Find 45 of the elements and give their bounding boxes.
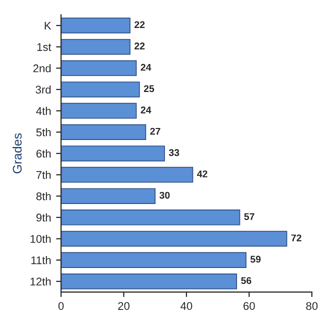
bar <box>61 102 137 119</box>
y-tick-label: 10th <box>30 234 51 243</box>
bar <box>61 18 130 34</box>
y-tick-label: 1st <box>37 43 52 51</box>
bar <box>61 210 240 226</box>
y-tick-label: 8th <box>36 192 51 200</box>
y-tick-label: 6th <box>36 149 51 158</box>
data-label: 72 <box>291 234 302 242</box>
y-tick-label: 2nd <box>33 64 51 72</box>
data-label: 25 <box>144 85 154 92</box>
data-label: 59 <box>250 256 261 263</box>
bar <box>61 252 246 268</box>
data-label: 33 <box>168 149 180 156</box>
data-label: 22 <box>134 42 145 50</box>
data-label: 22 <box>134 21 145 28</box>
data-label: 56 <box>241 277 252 284</box>
data-label: 57 <box>244 213 254 220</box>
data-label: 27 <box>150 128 160 135</box>
bar <box>61 166 194 183</box>
bar <box>61 188 156 204</box>
bar <box>61 82 140 98</box>
y-tick-label: K <box>44 22 52 30</box>
data-label: 42 <box>197 170 208 178</box>
bar <box>61 230 288 247</box>
x-tick-label: 60 <box>244 302 255 310</box>
y-tick-label: 11th <box>31 256 51 264</box>
x-tick-label: 20 <box>118 302 130 310</box>
data-label: 30 <box>159 192 170 199</box>
bar <box>61 124 146 140</box>
data-label: 24 <box>140 64 152 71</box>
bar <box>61 60 137 76</box>
y-tick-label: 3rd <box>36 85 51 94</box>
data-label: 24 <box>140 106 152 114</box>
y-tick-label: 5th <box>36 128 51 136</box>
y-tick-label: 12th <box>30 277 51 286</box>
y-tick-label: 9th <box>36 213 51 222</box>
x-tick-label: 40 <box>180 302 192 310</box>
bar <box>61 38 130 55</box>
x-tick-label: 0 <box>58 302 64 310</box>
y-tick-label: 4th <box>36 106 51 115</box>
y-tick-label: 7th <box>36 170 51 179</box>
bar <box>61 274 238 290</box>
x-tick-label: 80 <box>306 302 318 310</box>
y-axis-title: Grades <box>12 133 22 174</box>
bar <box>61 146 165 162</box>
